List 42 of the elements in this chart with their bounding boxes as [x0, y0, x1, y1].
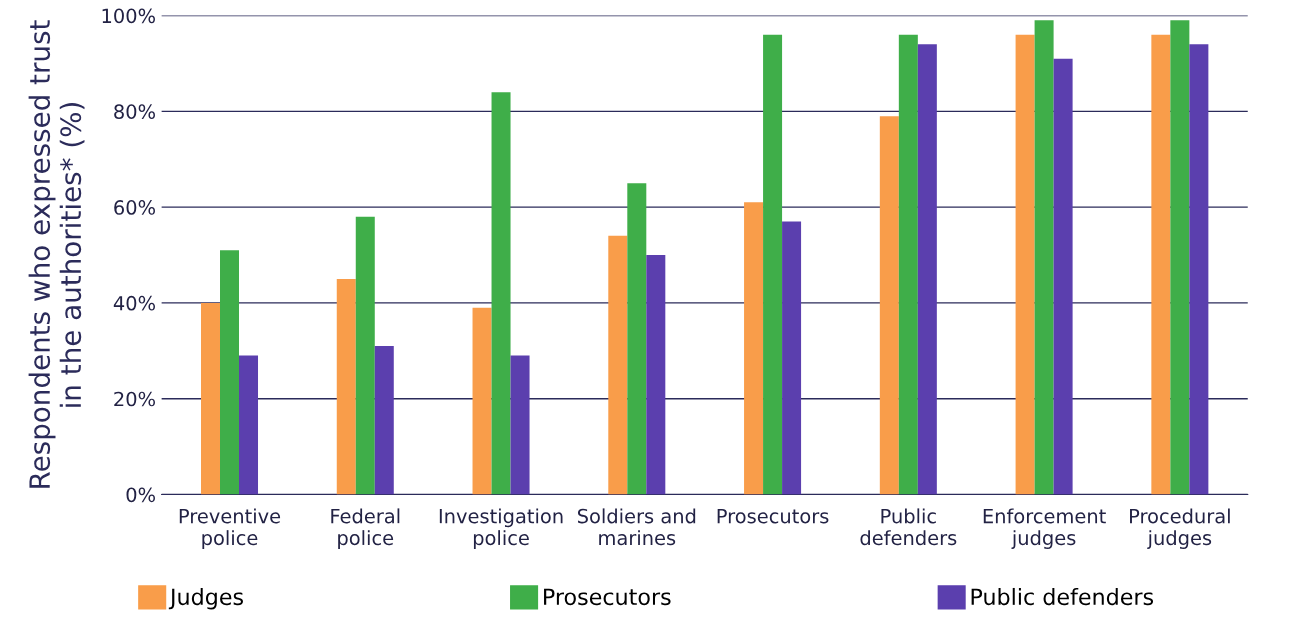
bar [1034, 20, 1054, 495]
bar [1170, 20, 1190, 495]
bar [608, 235, 628, 495]
bar [472, 307, 492, 495]
bar [917, 44, 937, 495]
bar [646, 255, 666, 495]
bar [201, 302, 220, 495]
bar [1015, 34, 1035, 495]
bar [1151, 34, 1171, 495]
bar [879, 116, 899, 495]
bar [336, 278, 356, 495]
y-tick-label: 0% [126, 487, 155, 503]
x-tick-label: Enforcement judges [983, 508, 1106, 549]
bar [627, 183, 647, 495]
y-tick-label: 80% [114, 104, 155, 119]
y-tick-label: 40% [113, 295, 155, 311]
x-tick-label: Prosecutors [717, 508, 829, 524]
bar [744, 202, 764, 495]
bar [510, 355, 530, 495]
y-tick-label: 60% [114, 200, 155, 215]
bar [1053, 58, 1073, 495]
x-tick-label: Investigation police [439, 508, 563, 549]
x-tick-label: Preventive police [179, 508, 281, 549]
bar [763, 34, 783, 495]
bar [491, 92, 511, 495]
bar [374, 346, 394, 495]
y-tick-label: 100% [102, 8, 155, 24]
bar [355, 216, 375, 495]
x-tick-label: Public defenders [860, 508, 957, 546]
bar [1189, 44, 1209, 495]
x-tick-label: Procedural judges [1130, 508, 1230, 549]
bar [239, 355, 259, 495]
x-tick-label: Federal police [331, 508, 400, 549]
legend-label: Prosecutors [544, 588, 671, 606]
y-axis-title: Respondents who expressed trust in the authorities* (%) [28, 20, 85, 488]
legend-label: Judges [168, 587, 243, 610]
x-tick-label: Soldiers and marines [577, 508, 696, 546]
bar [220, 250, 240, 495]
bar [898, 34, 918, 495]
y-tick-label: 20% [114, 391, 155, 407]
legend-label: Public defenders [971, 587, 1154, 606]
bar [782, 221, 802, 495]
